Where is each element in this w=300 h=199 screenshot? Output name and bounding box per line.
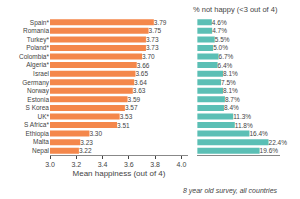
- svg-text:Algeria*: Algeria*: [26, 61, 49, 69]
- svg-text:4.0: 4.0: [177, 161, 187, 168]
- svg-text:Spain*: Spain*: [30, 19, 50, 27]
- svg-text:Norway: Norway: [27, 87, 50, 95]
- svg-text:3.51: 3.51: [117, 122, 130, 129]
- svg-text:3.0: 3.0: [45, 161, 55, 168]
- svg-text:Mean happiness (out of 4): Mean happiness (out of 4): [73, 169, 166, 178]
- svg-text:3.59: 3.59: [128, 96, 141, 103]
- svg-text:19.6%: 19.6%: [260, 147, 279, 154]
- svg-text:6.4%: 6.4%: [218, 62, 233, 69]
- svg-text:3.4: 3.4: [98, 161, 108, 168]
- svg-text:Israel: Israel: [33, 70, 49, 77]
- svg-text:3.63: 3.63: [133, 87, 146, 94]
- svg-text:8.1%: 8.1%: [223, 87, 238, 94]
- svg-text:3.6: 3.6: [124, 161, 134, 168]
- svg-text:5.0%: 5.0%: [213, 44, 228, 51]
- svg-text:Germany: Germany: [22, 78, 49, 86]
- svg-text:3.22: 3.22: [79, 147, 92, 154]
- svg-text:8 year old survey, all countri: 8 year old survey, all countries: [183, 187, 278, 195]
- svg-text:3.8: 3.8: [150, 161, 160, 168]
- svg-text:3.30: 3.30: [89, 130, 102, 137]
- svg-text:5.5%: 5.5%: [215, 36, 230, 43]
- svg-text:4.6%: 4.6%: [212, 19, 227, 26]
- svg-text:S Korea: S Korea: [26, 104, 50, 111]
- svg-text:3.75: 3.75: [149, 27, 162, 34]
- svg-text:Turkey*: Turkey*: [27, 36, 50, 44]
- svg-text:7.5%: 7.5%: [221, 79, 236, 86]
- svg-text:11.8%: 11.8%: [235, 122, 253, 129]
- svg-text:8.4%: 8.4%: [224, 104, 239, 111]
- svg-text:6.7%: 6.7%: [219, 53, 234, 60]
- svg-text:3.53: 3.53: [120, 113, 133, 120]
- svg-text:4.7%: 4.7%: [212, 27, 227, 34]
- svg-text:Nepal: Nepal: [32, 147, 50, 155]
- svg-text:3.73: 3.73: [146, 36, 159, 43]
- svg-text:UK*: UK*: [37, 113, 49, 120]
- svg-text:Romania: Romania: [23, 27, 49, 34]
- svg-text:Malta: Malta: [33, 138, 49, 145]
- svg-text:% not happy (<3 out of 4): % not happy (<3 out of 4): [193, 5, 278, 14]
- svg-text:3.64: 3.64: [134, 79, 147, 86]
- svg-text:3.66: 3.66: [137, 62, 150, 69]
- svg-text:3.23: 3.23: [80, 139, 93, 146]
- svg-text:8.1%: 8.1%: [223, 70, 238, 77]
- svg-text:Poland*: Poland*: [26, 44, 49, 51]
- svg-text:3.57: 3.57: [125, 104, 138, 111]
- svg-text:Colombia*: Colombia*: [19, 53, 49, 60]
- svg-text:3.79: 3.79: [154, 19, 167, 26]
- svg-text:16.4%: 16.4%: [249, 130, 268, 137]
- svg-text:3.73: 3.73: [146, 44, 159, 51]
- svg-text:Estonia: Estonia: [27, 96, 49, 103]
- svg-text:22.4%: 22.4%: [269, 139, 288, 146]
- svg-text:3.65: 3.65: [135, 70, 148, 77]
- svg-text:Ethiopia: Ethiopia: [26, 130, 50, 138]
- svg-text:8.7%: 8.7%: [225, 96, 240, 103]
- svg-text:S Africa*: S Africa*: [24, 121, 49, 128]
- svg-text:3.2: 3.2: [71, 161, 81, 168]
- svg-text:3.70: 3.70: [142, 53, 155, 60]
- svg-text:11.3%: 11.3%: [233, 113, 251, 120]
